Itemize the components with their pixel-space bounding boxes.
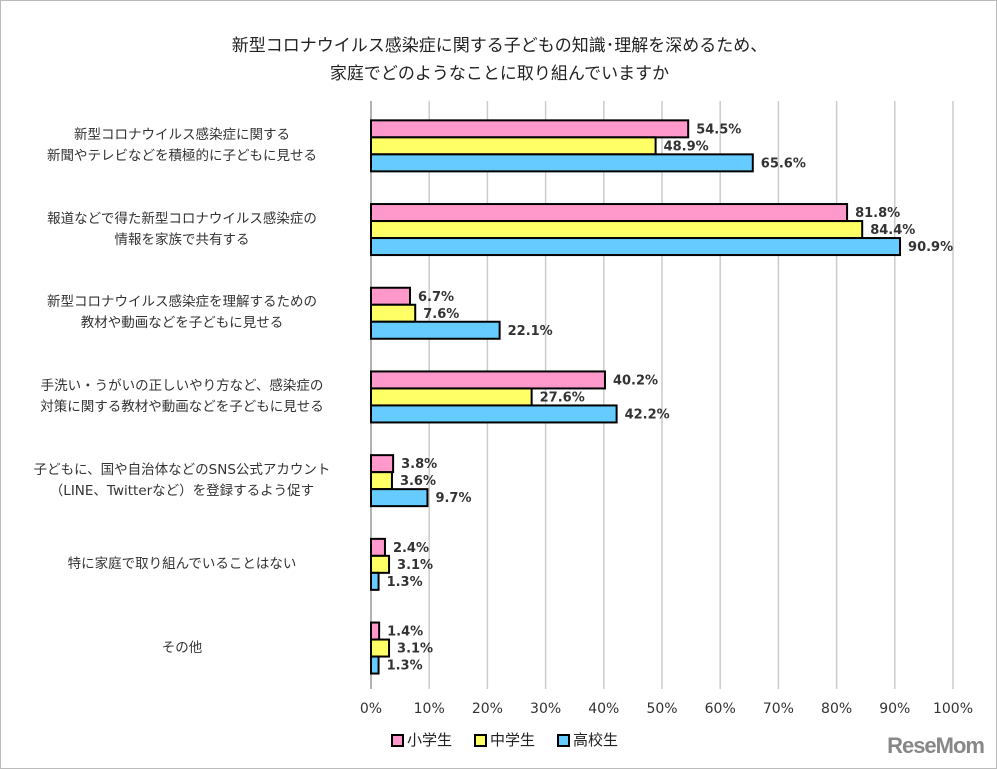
data-label: 6.7%: [418, 290, 454, 305]
legend-label: 中学生: [490, 731, 536, 749]
data-label: 84.4%: [870, 223, 915, 238]
x-tick-label: 90%: [879, 701, 910, 717]
data-label: 3.6%: [400, 474, 436, 489]
chart-title-line1: 新型コロナウイルス感染症に関する子どもの知識･理解を深めるため、: [231, 36, 768, 56]
category-label-line: 情報を家族で共有する: [114, 231, 250, 248]
category-label-line: その他: [161, 639, 203, 656]
bar: [370, 153, 754, 173]
bar: [370, 621, 381, 641]
category-label: 特に家庭で取り組んでいることはない: [7, 554, 357, 575]
category-label-line: 報道などで得た新型コロナウイルス感染症の: [47, 210, 317, 227]
x-tick-label: 10%: [414, 701, 445, 717]
bar: [370, 119, 690, 139]
data-label: 48.9%: [664, 139, 709, 154]
x-tick-label: 80%: [821, 701, 852, 717]
data-label: 22.1%: [508, 324, 553, 339]
category-label: 報道などで得た新型コロナウイルス感染症の 情報を家族で共有する: [7, 209, 357, 251]
x-tick-label: 60%: [705, 701, 736, 717]
category-label-line: 対策に関する教材や動画などを子どもに見せる: [40, 398, 324, 415]
bar: [370, 471, 393, 491]
bar: [370, 454, 395, 474]
bar: [370, 537, 386, 557]
bar: [370, 571, 380, 591]
legend-item: 小学生: [391, 729, 452, 750]
legend-swatch: [391, 734, 404, 747]
bar: [370, 203, 849, 223]
legend-swatch: [557, 734, 571, 747]
category-label: その他: [7, 638, 357, 659]
data-label: 1.3%: [387, 659, 423, 674]
data-label: 3.8%: [401, 457, 437, 472]
x-tick-label: 20%: [472, 701, 503, 717]
bar: [370, 286, 411, 306]
category-label-line: 新型コロナウイルス感染症に関する: [74, 126, 290, 143]
data-label: 3.1%: [397, 558, 433, 573]
x-tick-label: 40%: [588, 701, 619, 717]
bar: [370, 488, 429, 508]
category-label: 手洗い・うがいの正しいやり方など、感染症の 対策に関する教材や動画などを子どもに見…: [7, 376, 357, 418]
bar: [370, 320, 501, 340]
category-label-line: （LINE、Twitterなど）を登録するよう促す: [49, 482, 315, 499]
category-label: 新型コロナウイルス感染症に関する新聞やテレビなどを積極的に子どもに見せる: [7, 125, 357, 167]
data-label: 42.2%: [625, 407, 670, 422]
bar: [370, 220, 864, 240]
legend-label: 小学生: [407, 731, 453, 749]
bar: [370, 303, 417, 323]
bar: [370, 638, 391, 658]
legend-item: 中学生: [474, 729, 535, 750]
data-label: 65.6%: [761, 156, 806, 171]
data-label: 7.6%: [423, 307, 459, 322]
bar: [370, 370, 606, 390]
x-tick-label: 30%: [530, 701, 561, 717]
resemom-logo: ReseMom: [887, 733, 985, 758]
bar: [370, 387, 533, 407]
category-label-line: 教材や動画などを子どもに見せる: [80, 315, 284, 332]
data-label: 54.5%: [696, 122, 741, 137]
data-label: 2.4%: [393, 541, 429, 556]
bar: [370, 237, 902, 257]
bar: [370, 554, 391, 574]
x-tick-label: 70%: [763, 701, 794, 717]
data-label: 9.7%: [435, 491, 471, 506]
data-label: 90.9%: [908, 240, 953, 255]
bar: [370, 136, 657, 156]
data-label: 1.4%: [387, 625, 423, 640]
category-label-line: 手洗い・うがいの正しいやり方など、感染症の: [40, 377, 324, 394]
chart-title-line2: 家庭でどのようなことに取り組んでいますか: [329, 64, 670, 84]
category-label-line: 新型コロナウイルス感染症を理解するための: [47, 294, 317, 311]
legend: 小学生 中学生 高校生: [391, 729, 618, 750]
data-label: 27.6%: [540, 390, 585, 405]
x-tick-label: 100%: [933, 701, 973, 717]
data-label: 40.2%: [613, 373, 658, 388]
data-label: 81.8%: [855, 206, 900, 221]
legend-swatch: [474, 734, 488, 747]
bar: [370, 404, 618, 424]
legend-label: 高校生: [573, 731, 619, 749]
category-label: 新型コロナウイルス感染症を理解するための 教材や動画などを子どもに見せる: [7, 292, 357, 334]
data-label: 3.1%: [397, 642, 433, 657]
x-tick-label: 0%: [360, 701, 382, 717]
category-label-line: 新聞やテレビなどを積極的に子どもに見せる: [47, 147, 317, 164]
data-label: 1.3%: [387, 575, 423, 590]
legend-item: 高校生: [557, 729, 618, 750]
bar: [370, 655, 380, 675]
category-label: 子どもに、国や自治体などのSNS公式アカウント （LINE、Twitterなど）を…: [7, 460, 357, 502]
x-tick-label: 50%: [646, 701, 677, 717]
category-label-line: 特に家庭で取り組んでいることはない: [67, 555, 297, 572]
category-label-line: 子どもに、国や自治体などのSNS公式アカウント: [33, 461, 331, 478]
